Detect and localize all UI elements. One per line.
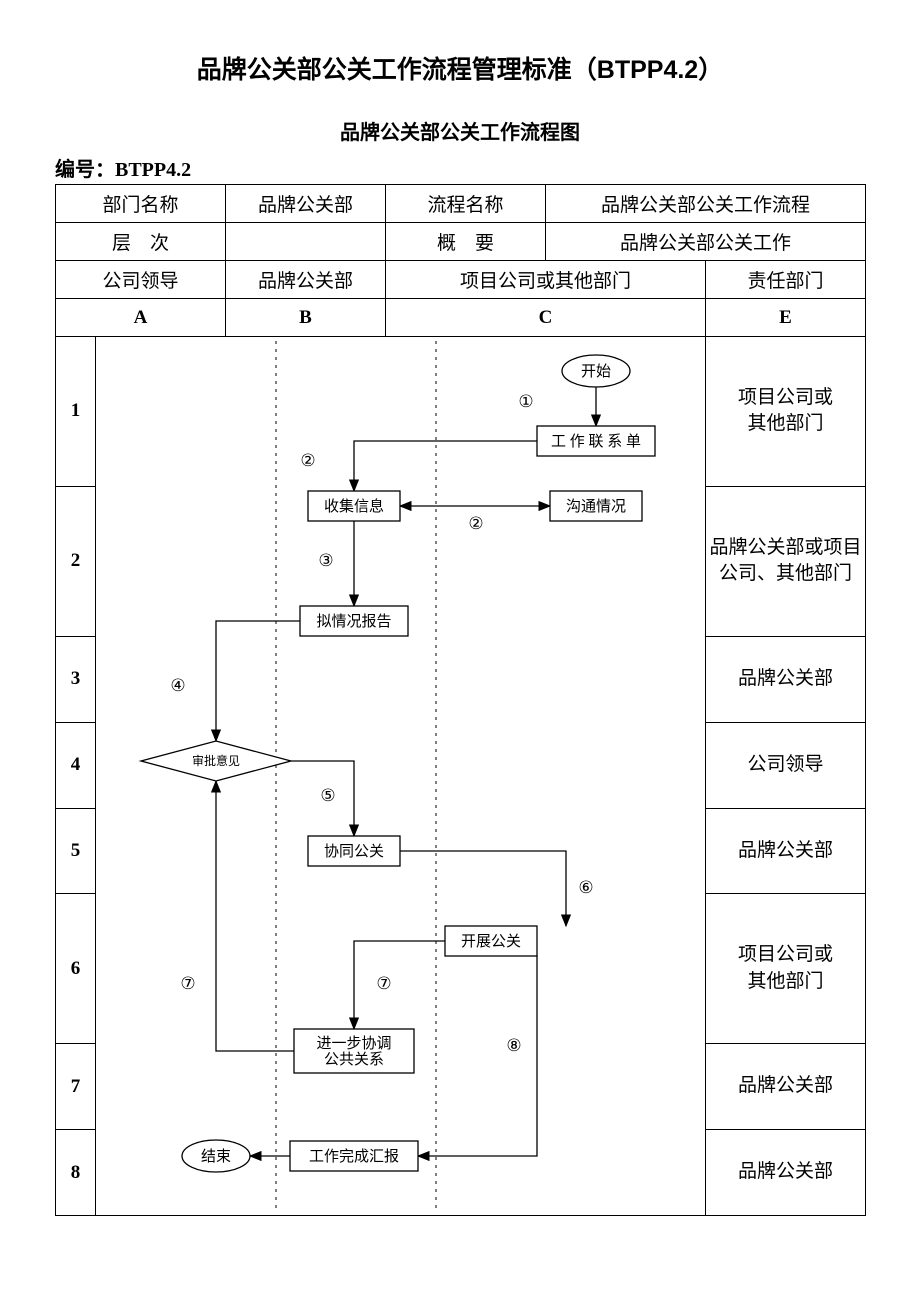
lane-a-name: 公司领导 xyxy=(56,261,226,299)
svg-text:①: ① xyxy=(518,392,533,411)
responsible-dept: 品牌公关部 xyxy=(706,636,866,722)
svg-text:工 作 联 系 单: 工 作 联 系 单 xyxy=(551,433,641,450)
svg-text:④: ④ xyxy=(170,676,185,695)
row-index: 7 xyxy=(56,1044,96,1130)
flowchart-svg: 开始工 作 联 系 单收集信息 沟通情况拟情况报告审批意见协同公关开展公关进一步协… xyxy=(96,341,706,1211)
code-prefix: 编号： xyxy=(55,159,115,181)
header-row-1: 部门名称 品牌公关部 流程名称 品牌公关部公关工作流程 xyxy=(56,185,866,223)
svg-text:协同公关: 协同公关 xyxy=(324,843,384,860)
page-title: 品牌公关部公关工作流程管理标准（BTPP4.2） xyxy=(55,50,865,86)
hdr-summary-value: 品牌公关部公关工作 xyxy=(546,223,866,261)
row-index: 5 xyxy=(56,808,96,894)
lane-name-row: 公司领导 品牌公关部 项目公司或其他部门 责任部门 xyxy=(56,261,866,299)
lane-letter-row: A B C E xyxy=(56,299,866,337)
svg-text:⑦: ⑦ xyxy=(180,974,195,993)
row-index: 4 xyxy=(56,722,96,808)
lane-b-name: 品牌公关部 xyxy=(226,261,386,299)
row-index: 3 xyxy=(56,636,96,722)
hdr-level-value xyxy=(226,223,386,261)
svg-text:沟通情况: 沟通情况 xyxy=(566,498,626,515)
responsible-dept: 品牌公关部或项目公司、其他部门 xyxy=(706,486,866,636)
doc-code: 编号：BTPP4.2 xyxy=(55,153,865,182)
process-row-1: 1 开始工 作 联 系 单收集信息沟通情况拟情况报告审批意见协同公关开展公关进一… xyxy=(56,337,866,487)
row-index: 8 xyxy=(56,1130,96,1216)
hdr-dept-value: 品牌公关部 xyxy=(226,185,386,223)
svg-text:⑤: ⑤ xyxy=(320,786,335,805)
lane-c-name: 项目公司或其他部门 xyxy=(386,261,706,299)
svg-text:公共关系: 公共关系 xyxy=(324,1051,384,1068)
responsible-dept: 品牌公关部 xyxy=(706,1044,866,1130)
hdr-level-name: 层 次 xyxy=(56,223,226,261)
svg-text:拟情况报告: 拟情况报告 xyxy=(316,613,391,630)
svg-text:工作完成汇报: 工作完成汇报 xyxy=(309,1148,399,1165)
svg-text:②: ② xyxy=(468,514,483,533)
svg-text:⑥: ⑥ xyxy=(578,878,593,897)
svg-text:收集信息: 收集信息 xyxy=(324,498,384,515)
svg-text:审批意见: 审批意见 xyxy=(192,753,240,768)
svg-text:⑧: ⑧ xyxy=(506,1036,521,1055)
row-index: 1 xyxy=(56,337,96,487)
svg-text:开始: 开始 xyxy=(581,363,611,380)
row-index: 6 xyxy=(56,894,96,1044)
header-row-2: 层 次 概 要 品牌公关部公关工作 xyxy=(56,223,866,261)
hdr-summary-name: 概 要 xyxy=(386,223,546,261)
lane-b-letter: B xyxy=(226,299,386,337)
row-index: 2 xyxy=(56,486,96,636)
lane-a-letter: A xyxy=(56,299,226,337)
lane-e-letter: E xyxy=(706,299,866,337)
hdr-flow-name: 流程名称 xyxy=(386,185,546,223)
lane-e-name: 责任部门 xyxy=(706,261,866,299)
svg-text:开展公关: 开展公关 xyxy=(461,933,521,950)
responsible-dept: 品牌公关部 xyxy=(706,1130,866,1216)
hdr-dept-name: 部门名称 xyxy=(56,185,226,223)
responsible-dept: 项目公司或其他部门 xyxy=(706,894,866,1044)
page-subtitle: 品牌公关部公关工作流程图 xyxy=(55,116,865,145)
responsible-dept: 项目公司或其他部门 xyxy=(706,337,866,487)
svg-text:②: ② xyxy=(300,451,315,470)
responsible-dept: 品牌公关部 xyxy=(706,808,866,894)
svg-text:进一步协调: 进一步协调 xyxy=(316,1035,391,1052)
svg-text:结束: 结束 xyxy=(201,1148,231,1165)
svg-text:⑦: ⑦ xyxy=(376,974,391,993)
code-value: BTPP4.2 xyxy=(115,159,191,181)
svg-text:③: ③ xyxy=(318,551,333,570)
lane-c-letter: C xyxy=(386,299,706,337)
responsible-dept: 公司领导 xyxy=(706,722,866,808)
process-table: 部门名称 品牌公关部 流程名称 品牌公关部公关工作流程 层 次 概 要 品牌公关… xyxy=(55,184,866,1216)
swimlane-canvas-cell: 开始工 作 联 系 单收集信息 沟通情况拟情况报告审批意见协同公关开展公关进一步协… xyxy=(96,337,706,1216)
hdr-flow-value: 品牌公关部公关工作流程 xyxy=(546,185,866,223)
